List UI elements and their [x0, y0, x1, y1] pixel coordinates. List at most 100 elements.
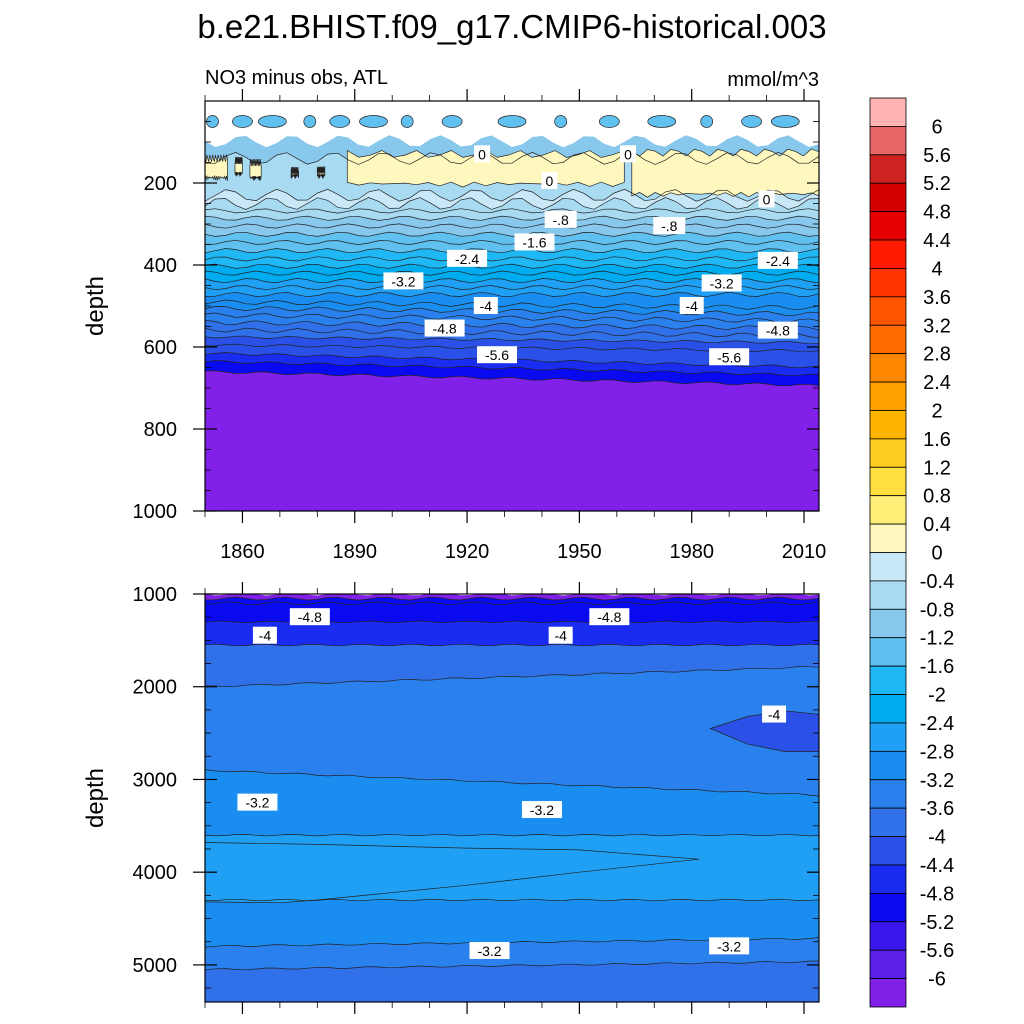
- contour-label-box: [473, 297, 498, 314]
- colorbar-swatch: [869, 182, 907, 213]
- contour-label-text: -4: [768, 707, 781, 723]
- contour-label: -3.2: [383, 272, 424, 290]
- colorbar-label: 1.6: [923, 429, 951, 451]
- colorbar-swatch: [869, 836, 907, 866]
- contour-label: 0: [541, 171, 558, 189]
- contour-label: 0: [474, 145, 491, 163]
- contour-label-box: [548, 626, 573, 644]
- bottom-contour-labels: -4.8 -4.8 -4 -4 -4 -3.2 -3.2 -3.2 -3.2: [237, 608, 787, 959]
- contour-label-text: -5.6: [717, 349, 741, 365]
- contour-label-box: [653, 217, 686, 235]
- contour-label: -4.8: [757, 321, 798, 339]
- negative-anomaly-cell: [598, 115, 620, 128]
- contour-label-box: [541, 171, 558, 189]
- colorbar-label: 4.4: [923, 230, 951, 252]
- contour-line: [205, 327, 819, 339]
- contour-line: [205, 299, 819, 311]
- colorbar-swatch: [869, 353, 907, 383]
- colorbar-swatch: [869, 750, 907, 781]
- colorbar-swatch: [869, 381, 907, 411]
- contour-label-text: 0: [624, 146, 632, 162]
- colorbar-label: 6: [931, 116, 942, 138]
- colorbar-swatch: [869, 722, 907, 752]
- colorbar-label: 0.4: [923, 514, 951, 536]
- contour-label: -4.8: [589, 608, 630, 626]
- colorbar-label: 5.6: [923, 145, 951, 167]
- contour-line: [205, 263, 819, 269]
- x-tick-label: 2010: [782, 541, 827, 563]
- negative-anomaly-cell: [232, 115, 253, 128]
- contour-label: -3.2: [469, 942, 510, 959]
- positive-anomaly-blob: [234, 156, 243, 177]
- top-contour-lines: [205, 152, 819, 387]
- colorbar-label: -1.6: [920, 656, 954, 678]
- contour-label: -4: [679, 297, 704, 314]
- contour-label-text: -4.8: [433, 321, 457, 337]
- top-subtitle-left: NO3 minus obs, ATL: [205, 67, 388, 89]
- contour-label: -4.8: [424, 319, 465, 337]
- y-tick-label: 2000: [133, 677, 178, 699]
- colorbar-swatch: [869, 580, 907, 610]
- contour-label: -4: [473, 297, 498, 314]
- contour-label-text: -3.2: [717, 938, 741, 954]
- contour-line: [205, 335, 819, 345]
- colorbar-swatch: [869, 978, 907, 1008]
- contour-label-text: -4.8: [597, 609, 621, 625]
- contour-band: [205, 370, 819, 511]
- contour-line: [205, 643, 819, 647]
- colorbar-label: -3.6: [920, 798, 954, 820]
- contour-label-box: [709, 348, 750, 366]
- contour-label-box: [589, 608, 630, 626]
- bottom-axes: 1000 2000 3000 4000 5000: [133, 582, 819, 1014]
- colorbar-label: -5.6: [920, 940, 954, 962]
- x-tick-label: 1860: [220, 541, 265, 563]
- contour-label: -4: [548, 626, 573, 644]
- negative-anomaly-cell: [700, 115, 714, 128]
- bottom-panel: -4.8 -4.8 -4 -4 -4 -3.2 -3.2 -3.2 -3.2 1000 2000 3…: [82, 582, 820, 1014]
- colorbar-swatch: [869, 694, 907, 724]
- colorbar-swatch: [869, 523, 907, 553]
- colorbar-swatch: [869, 438, 907, 468]
- colorbar-swatch: [869, 268, 907, 298]
- y-tick-label: 1000: [133, 584, 178, 606]
- figure-title: b.e21.BHIST.f09_g17.CMIP6-historical.003: [197, 8, 826, 45]
- colorbar-label: -6: [928, 969, 946, 991]
- contour-line: [205, 596, 819, 601]
- contour-line: [205, 239, 819, 245]
- negative-anomaly-cell: [647, 115, 677, 128]
- contour-label-text: 0: [546, 173, 554, 189]
- top-panel: 0 0 0 0 -.8 -.8 -1.6 -2.4 -2.4 -3.2 -3.2 -4 -4 -4.8 -4…: [82, 89, 826, 563]
- colorbar-label: -5.2: [920, 912, 954, 934]
- contour-line: [205, 306, 819, 317]
- contour-line: [205, 833, 819, 837]
- contour-label-text: 0: [763, 191, 771, 207]
- contour-label: -3.2: [701, 274, 742, 292]
- negative-anomaly-cell: [359, 115, 388, 128]
- negative-anomaly-cell: [741, 115, 762, 128]
- contour-line: [205, 898, 819, 902]
- contour-line: [205, 601, 819, 606]
- contour-line: [205, 360, 819, 377]
- colorbar-swatch: [869, 608, 907, 639]
- colorbar-swatch: [869, 807, 907, 837]
- colorbar-swatch: [869, 296, 907, 326]
- top-y-axis-label: depth: [82, 276, 109, 336]
- contour-label: -1.6: [514, 233, 555, 251]
- contour-line: [205, 188, 819, 202]
- contour-label-text: -2.4: [766, 253, 790, 269]
- colorbar-swatch: [869, 126, 907, 156]
- negative-anomaly-cell: [770, 115, 800, 128]
- colorbar-swatch: [869, 466, 907, 497]
- colorbar-swatch: [869, 154, 907, 184]
- colorbar-label: 2.4: [923, 372, 951, 394]
- contour-line: [205, 248, 819, 254]
- bottom-contour-fills: [205, 594, 819, 1002]
- contour-label: -4: [762, 705, 787, 723]
- contour-label-text: -2.4: [455, 251, 479, 267]
- colorbar-label: 0: [931, 543, 942, 565]
- bottom-y-axis-label: depth: [82, 768, 109, 828]
- x-tick-label: 1950: [557, 541, 602, 563]
- y-tick-label: 4000: [133, 862, 178, 884]
- x-tick-label: 1920: [445, 541, 490, 563]
- colorbar-swatch: [869, 637, 907, 667]
